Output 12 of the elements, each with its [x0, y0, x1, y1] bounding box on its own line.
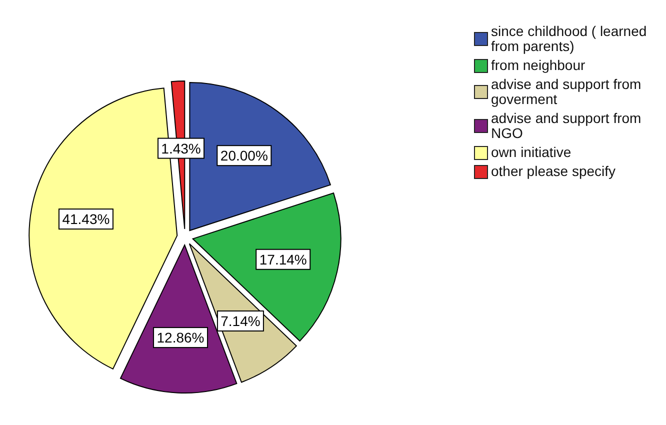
legend-label: other please specify — [491, 163, 616, 179]
legend-label: advise and support from goverment — [491, 76, 642, 107]
data-label: 41.43% — [62, 211, 110, 228]
data-label: 20.00% — [220, 148, 268, 164]
legend-label: from neighbour — [491, 57, 586, 73]
legend-label: own initiative — [491, 144, 572, 160]
data-label: 7.14% — [220, 312, 260, 329]
data-label: 1.43% — [161, 140, 201, 156]
legend-label: since childhood ( learned from parents) — [491, 23, 648, 54]
data-label: 12.86% — [156, 330, 204, 346]
legend-label: advise and support from NGO — [491, 110, 642, 141]
data-label: 17.14% — [259, 251, 307, 268]
